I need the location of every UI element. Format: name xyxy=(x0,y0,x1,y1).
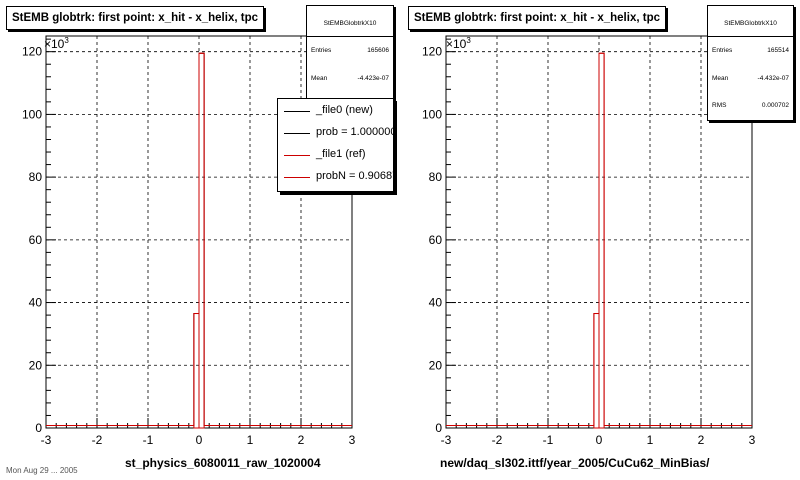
stats-label: Entries xyxy=(311,47,332,54)
stats-divider xyxy=(307,36,393,37)
legend-label: probN = 0.906870 xyxy=(316,170,393,182)
x-tick-label: 3 xyxy=(349,433,356,447)
legend-swatch xyxy=(284,155,310,156)
legend-label: _file1 (ref) xyxy=(316,148,366,160)
x-tick-label: 1 xyxy=(247,433,254,447)
x-tick-label: -1 xyxy=(143,433,154,447)
legend-swatch xyxy=(284,111,310,112)
stats-box: StEMBGlobtrkX10 Entries 165606 Mean -4.4… xyxy=(306,5,394,99)
histogram-panel-left: -3 -2 -1 0 1 2 3 0 20 40 60 80 100 120 StEMB globtrk:… xyxy=(6,5,394,470)
y-tick-label: 100 xyxy=(22,107,42,121)
stats-divider xyxy=(708,36,793,37)
stats-row-mean: Mean -4.423e-07 xyxy=(311,74,389,84)
legend-entry: _file1 (ref) xyxy=(278,146,393,166)
x-tick-label: 0 xyxy=(596,433,603,447)
exponent-base: ×10 xyxy=(44,37,65,51)
legend-swatch xyxy=(284,133,310,134)
y-tick-label: 20 xyxy=(29,358,43,372)
x-tick-label: -1 xyxy=(543,433,554,447)
stats-name: StEMBGlobtrkX10 xyxy=(323,20,377,27)
y-axis-exponent: ×103 xyxy=(446,36,471,51)
stats-value: 165606 xyxy=(367,47,389,54)
y-tick-label: 20 xyxy=(429,358,443,372)
x-tick-label: 1 xyxy=(647,433,654,447)
histogram-bin xyxy=(598,52,605,429)
x-axis-title: new/daq_sl302.ittf/year_2005/CuCu62_MinB… xyxy=(440,456,710,470)
footer-timestamp: Mon Aug 29 ... 2005 xyxy=(6,466,78,475)
y-tick-label: 80 xyxy=(29,170,43,184)
legend-entry: probN = 0.906870 xyxy=(278,168,393,188)
y-tick-label: 40 xyxy=(29,296,43,310)
y-tick-label: 80 xyxy=(429,170,443,184)
histogram-panel-right: -3 -2 -1 0 1 2 3 0 20 40 60 80 100 120 StEMB globtrk:… xyxy=(400,0,800,480)
y-axis-exponent: ×103 xyxy=(44,36,69,51)
exponent-base: ×10 xyxy=(446,37,467,51)
x-tick-label: 2 xyxy=(698,433,705,447)
stats-label: RMS xyxy=(712,102,727,109)
legend-label: _file0 (new) xyxy=(316,104,373,116)
stats-value: 165514 xyxy=(767,47,789,54)
legend-entry: prob = 1.000000 xyxy=(278,124,394,144)
stats-row-entries: Entries 165606 xyxy=(311,46,389,56)
x-tick-label: 3 xyxy=(749,433,756,447)
y-tick-label: 60 xyxy=(29,233,43,247)
y-tick-label: 60 xyxy=(429,233,443,247)
stats-row-entries: Entries 165514 xyxy=(712,46,789,56)
y-tick-label: 120 xyxy=(22,45,42,59)
legend-entry: _file0 (new) xyxy=(278,102,393,122)
stats-box: StEMBGlobtrkX10 Entries 165514 Mean -4.4… xyxy=(707,5,794,121)
y-tick-label: 100 xyxy=(422,107,442,121)
y-tick-label: 120 xyxy=(422,45,442,59)
stats-value: -4.432e-07 xyxy=(757,75,789,82)
stats-value: -4.423e-07 xyxy=(357,75,389,82)
stats-label: Mean xyxy=(311,75,328,82)
panel-title: StEMB globtrk: first point: x_hit - x_he… xyxy=(6,6,264,30)
stats-name: StEMBGlobtrkX10 xyxy=(724,20,777,27)
legend-label: prob = 1.000000 xyxy=(316,126,394,138)
histogram-plot-right: -3 -2 -1 0 1 2 3 0 20 40 60 80 100 120 xyxy=(422,35,756,447)
exponent-power: 3 xyxy=(466,36,471,45)
stats-label: Entries xyxy=(712,47,733,54)
stats-value: 0.000702 xyxy=(761,102,789,109)
x-tick-label: -2 xyxy=(492,433,503,447)
legend-swatch xyxy=(284,177,310,178)
y-tick-label: 0 xyxy=(35,421,42,435)
x-axis-title: st_physics_6080011_raw_1020004 xyxy=(125,456,321,470)
legend-box: _file0 (new) prob = 1.000000 _file1 (ref… xyxy=(277,98,394,192)
y-tick-label: 40 xyxy=(429,296,443,310)
x-tick-label: 0 xyxy=(196,433,203,447)
stats-label: Mean xyxy=(712,75,729,82)
panel-title: StEMB globtrk: first point: x_hit - x_he… xyxy=(408,6,666,30)
x-tick-label: -3 xyxy=(441,433,452,447)
y-tick-label: 0 xyxy=(435,421,442,435)
x-tick-label: -2 xyxy=(92,433,103,447)
exponent-power: 3 xyxy=(64,36,69,45)
x-tick-label: -3 xyxy=(41,433,52,447)
histogram-bin xyxy=(198,52,205,429)
stats-row-mean: Mean -4.432e-07 xyxy=(712,74,789,84)
x-tick-label: 2 xyxy=(298,433,305,447)
stats-row-rms: RMS 0.000702 xyxy=(712,101,789,111)
